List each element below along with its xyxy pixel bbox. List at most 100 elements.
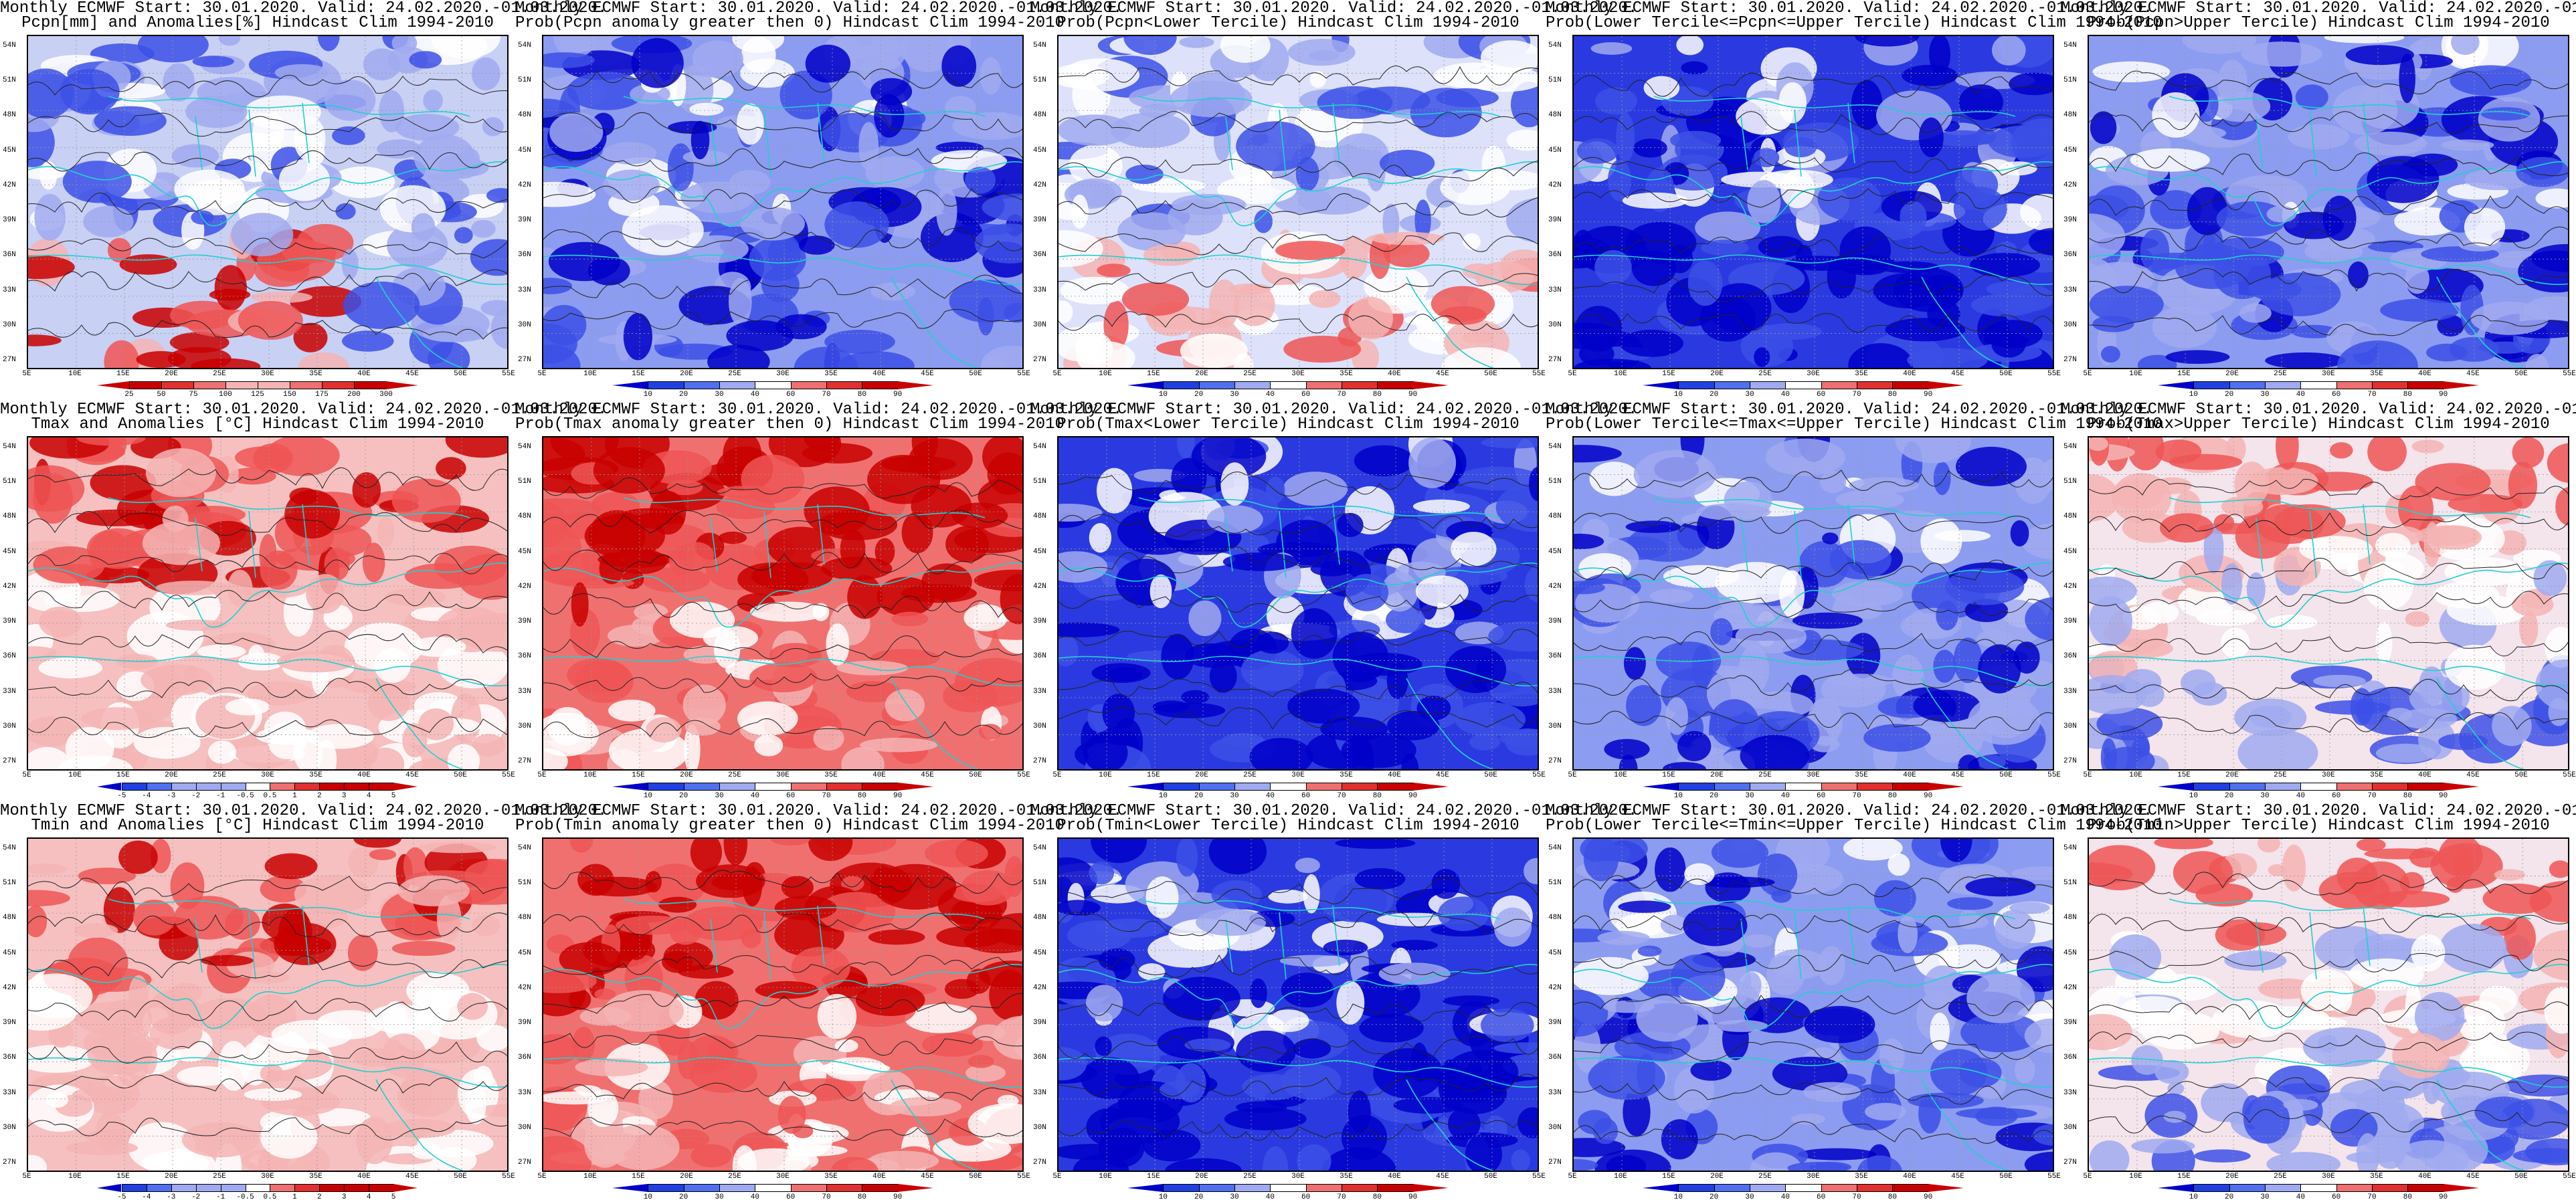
coastline xyxy=(1740,905,1855,980)
field-blob xyxy=(384,588,446,607)
colorbar-tick-label: 60 xyxy=(1817,1193,1826,1201)
field-blob xyxy=(1936,601,1958,631)
colorbar-swatch xyxy=(1857,381,1894,389)
field-blob xyxy=(572,1027,595,1062)
colorbar-tick-label: 20 xyxy=(1710,1193,1719,1201)
field-blob xyxy=(1721,171,1799,188)
field-blob xyxy=(740,207,805,241)
field-blob xyxy=(28,646,58,658)
field-blob xyxy=(798,235,835,255)
colorbar-tick-label: 10 xyxy=(643,391,652,399)
latitude-label: 54N xyxy=(1033,41,1046,49)
field-blob xyxy=(454,227,473,244)
field-blob xyxy=(543,52,595,68)
colorbar-tick-label: 10 xyxy=(1158,1193,1168,1201)
contour-line xyxy=(28,112,507,137)
field-blob xyxy=(737,562,809,597)
latitude-label: 51N xyxy=(1033,879,1046,888)
field-blob xyxy=(925,839,988,868)
field-blob xyxy=(1690,1060,1732,1081)
latitude-label: 36N xyxy=(1548,1054,1562,1062)
colorbar-swatch xyxy=(1714,381,1750,389)
map-panel-tmax-prob-middle: Monthly ECMWF Start: 30.01.2020. Valid: … xyxy=(1546,401,2163,803)
latitude-label: 45N xyxy=(3,547,16,556)
latitude-label: 54N xyxy=(3,41,16,49)
colorbar-tick-label: 40 xyxy=(750,1193,759,1201)
map-panel-pcpn-prob-lower: Monthly ECMWF Start: 30.01.2020. Valid: … xyxy=(1030,0,1637,401)
field-blob xyxy=(1945,568,2025,605)
latitude-label: 48N xyxy=(1548,111,1562,120)
field-blob xyxy=(486,188,507,203)
field-blob xyxy=(174,896,244,940)
field-blob xyxy=(1206,505,1263,534)
field-blob xyxy=(1059,635,1079,667)
field-blob xyxy=(1766,955,1805,995)
field-blob xyxy=(1524,565,1538,603)
latitude-label: 30N xyxy=(518,1123,531,1132)
contour-line xyxy=(543,870,1022,894)
field-blob xyxy=(2512,1148,2568,1163)
longitude-label: 35E xyxy=(1340,771,1353,779)
field-blob xyxy=(2511,593,2554,617)
contour-line xyxy=(1059,1001,1538,1021)
field-blob xyxy=(1443,995,1500,1007)
field-blob xyxy=(2418,666,2446,706)
colorbar xyxy=(2158,783,2479,791)
field-blob xyxy=(2492,706,2532,746)
field-blob xyxy=(1829,540,1892,580)
latitude-label: 30N xyxy=(518,320,531,329)
field-blob xyxy=(362,542,385,583)
colorbar-tick-label: 70 xyxy=(1337,792,1346,800)
colorbar-swatch xyxy=(270,783,296,791)
field-blob xyxy=(2243,1096,2290,1144)
map-area xyxy=(1572,837,2054,1172)
colorbar-tick-label: 10 xyxy=(1158,792,1168,800)
field-blob xyxy=(2109,934,2162,980)
longitude-label: 20E xyxy=(1195,771,1208,779)
field-blob xyxy=(2375,621,2393,664)
field-blob xyxy=(2375,532,2411,559)
field-blob xyxy=(2450,65,2532,96)
field-blob xyxy=(200,955,254,967)
colorbar-swatch xyxy=(2229,1184,2266,1192)
field-blob xyxy=(1637,945,1662,957)
colorbar-tick-label: 80 xyxy=(1372,1193,1382,1201)
field-blob xyxy=(2545,627,2568,668)
field-blob xyxy=(952,502,1008,529)
field-blob xyxy=(1154,702,1226,718)
latitude-label: 51N xyxy=(2063,478,2077,486)
longitude-label: 30E xyxy=(2322,370,2335,378)
latitude-label: 27N xyxy=(2063,1159,2077,1167)
latitude-label: 45N xyxy=(518,547,531,556)
colorbar-tick-label: 4 xyxy=(366,792,371,800)
colorbar-swatch xyxy=(1163,783,1200,791)
coastline xyxy=(543,563,1022,628)
map-area xyxy=(2088,35,2569,369)
longitude-label: 15E xyxy=(632,1173,645,1181)
colorbar-tick-label: 10 xyxy=(2189,792,2198,800)
latitude-label: 33N xyxy=(1033,286,1046,294)
field-blob xyxy=(1323,939,1368,956)
field-blob xyxy=(1974,127,1997,144)
field-blob xyxy=(1956,446,2027,487)
colorbar-left-arrow xyxy=(612,783,648,791)
colorbar-tick-label: 80 xyxy=(1888,792,1897,800)
longitude-label: 10E xyxy=(1614,1173,1627,1181)
longitude-label: 35E xyxy=(1340,370,1353,378)
colorbar-swatch xyxy=(1892,381,1929,389)
contour-line xyxy=(2089,111,2568,134)
colorbar-swatch xyxy=(2300,1184,2337,1192)
longitude-label: 5E xyxy=(537,1173,547,1181)
latitude-label: 48N xyxy=(1033,512,1046,521)
colorbar-swatch xyxy=(319,1184,345,1192)
colorbar-tick-label: 60 xyxy=(1817,391,1826,399)
field-blob xyxy=(1410,1042,1429,1082)
field-blob xyxy=(1059,857,1097,903)
field-blob xyxy=(1873,273,1942,308)
coastline xyxy=(623,497,986,518)
field-blob xyxy=(729,278,752,326)
field-blob xyxy=(1978,644,2021,694)
latitude-label: 51N xyxy=(3,879,16,888)
latitude-label: 27N xyxy=(1548,757,1562,765)
colorbar-tick-label: 10 xyxy=(1673,391,1683,399)
